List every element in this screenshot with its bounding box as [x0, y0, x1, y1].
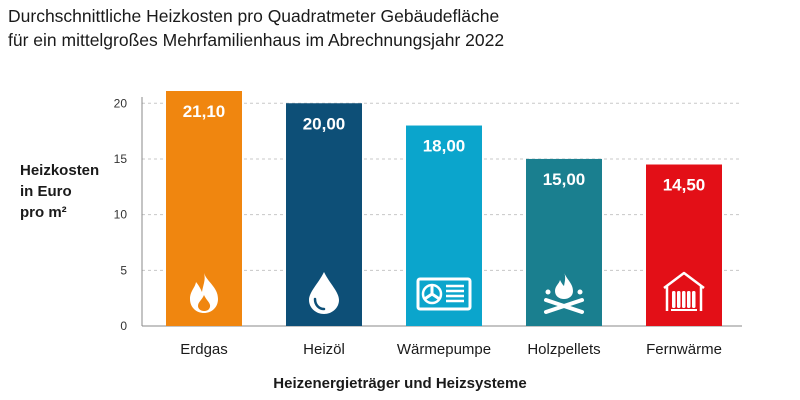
pellet-flame-shape [555, 272, 573, 299]
chart-title-line-1: Durchschnittliche Heizkosten pro Quadrat… [8, 6, 500, 26]
x-axis-label: Heizenergieträger und Heizsysteme [273, 375, 527, 392]
house-outline [663, 271, 705, 311]
heat-pump-fan-blades [424, 285, 440, 300]
radiator-house-icon [663, 271, 705, 311]
y-tick-label: 10 [114, 208, 128, 222]
flame-shape [190, 273, 218, 313]
radiator-fin [672, 291, 676, 308]
pellet-dot [545, 289, 551, 295]
bar-value-label: 15,00 [543, 170, 586, 189]
oil-drop-icon [309, 272, 339, 314]
radiator-fin [687, 291, 691, 308]
heat-pump-icon [416, 277, 472, 311]
chart-title-line-2: für ein mittelgroßes Mehrfamilienhaus im… [8, 30, 505, 50]
y-axis-label-line-2: in Euro [20, 183, 72, 200]
bar-value-label: 18,00 [423, 137, 466, 156]
flame-inner-shape [198, 295, 211, 311]
x-tick-label: Heizöl [303, 341, 345, 358]
y-axis-label-line-3: pro m² [20, 204, 67, 221]
y-tick-label: 5 [120, 263, 127, 277]
y-tick-label: 15 [114, 152, 128, 166]
heat-pump-fan-ring [421, 283, 443, 305]
radiator-fin [677, 291, 681, 308]
flame-icon [190, 273, 218, 313]
x-tick-label: Holzpellets [527, 341, 600, 358]
chart-title: Durchschnittliche Heizkosten pro Quadrat… [8, 4, 504, 52]
bar-value-label: 14,50 [663, 176, 706, 195]
x-tick-label: Erdgas [180, 341, 228, 358]
radiator-fin [692, 291, 696, 308]
bar-value-label: 21,10 [183, 102, 226, 121]
drop-highlight [313, 297, 326, 311]
pellet-fire-icon [544, 272, 584, 314]
y-axis-label-line-1: Heizkosten [20, 162, 100, 179]
heat-pump-frame [416, 277, 472, 311]
x-tick-label: Wärmepumpe [397, 341, 491, 358]
y-tick-label: 20 [114, 96, 128, 110]
y-axis-label: Heizkosten in Euro pro m² [20, 160, 99, 223]
y-tick-label: 0 [120, 319, 127, 333]
x-tick-label: Fernwärme [646, 341, 722, 358]
pellet-dot [577, 289, 583, 295]
pellet-log [544, 298, 584, 314]
radiator-fin [682, 291, 686, 308]
bar-value-label: 20,00 [303, 114, 346, 133]
